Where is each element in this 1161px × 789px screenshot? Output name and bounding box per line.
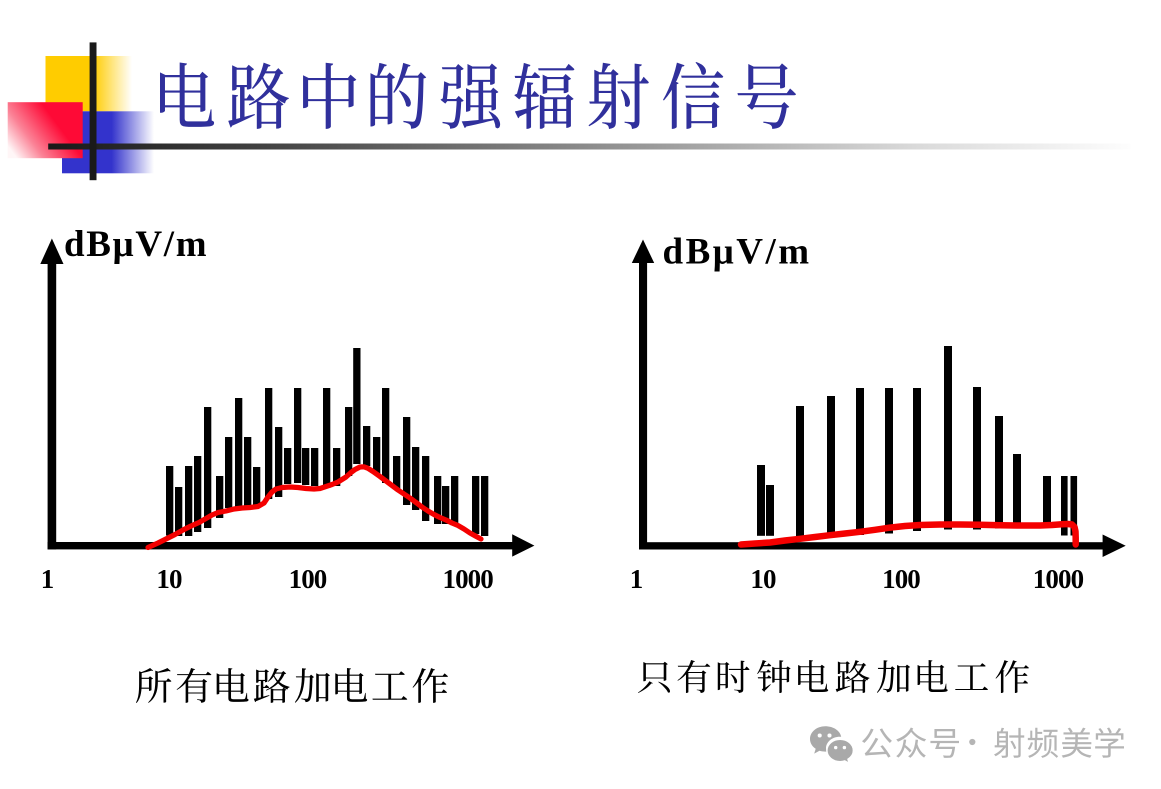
svg-text:100: 100 [289, 564, 327, 594]
svg-text:1: 1 [41, 564, 54, 594]
svg-text:10: 10 [156, 564, 182, 594]
svg-text:100: 100 [882, 564, 920, 594]
svg-text:10: 10 [750, 564, 776, 594]
svg-text:1000: 1000 [442, 564, 493, 594]
svg-text:dBμV/m: dBμV/m [663, 232, 812, 273]
svg-text:1: 1 [630, 564, 643, 594]
svg-text:dBμV/m: dBμV/m [64, 224, 208, 265]
svg-text:1000: 1000 [1033, 564, 1084, 594]
